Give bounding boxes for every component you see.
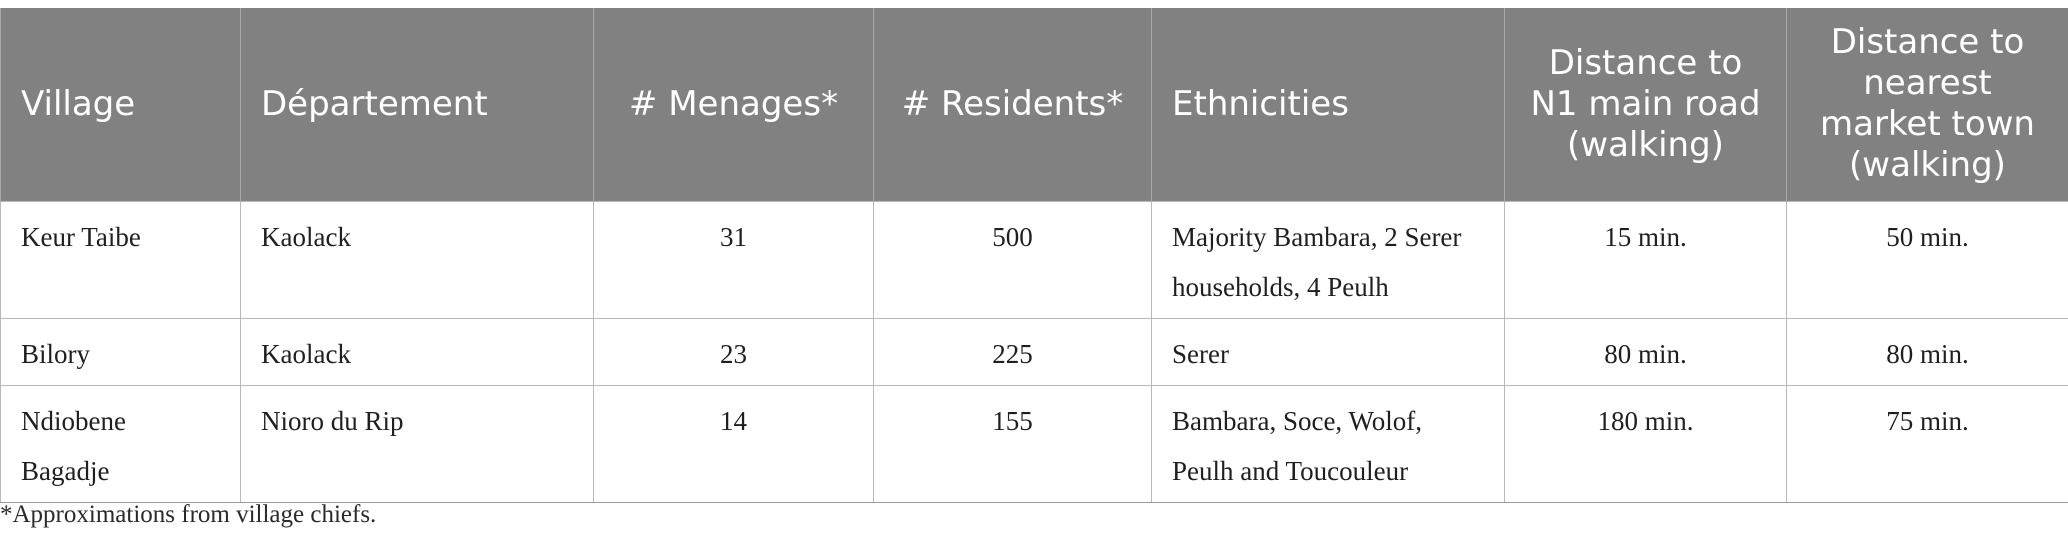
cell-departement: Kaolack — [240, 317, 594, 386]
cell-menages: 31 — [593, 200, 874, 319]
header-row: Village Département # Menages* # Residen… — [0, 8, 2068, 201]
cell-distance-n1: 180 min. — [1504, 384, 1787, 503]
cell-village: Ndiobene Bagadje — [0, 384, 241, 503]
cell-menages: 23 — [593, 317, 874, 386]
cell-menages: 14 — [593, 384, 874, 503]
cell-distance-market: 75 min. — [1786, 384, 2068, 503]
table-footnote: *Approximations from village chiefs. — [0, 501, 377, 528]
col-header-distance-n1: Distance to N1 main road (walking) — [1504, 8, 1787, 201]
cell-village: Bilory — [0, 317, 241, 386]
col-header-ethnicities: Ethnicities — [1151, 8, 1505, 201]
col-header-departement: Département — [240, 8, 594, 201]
cell-ethnicities: Majority Bambara, 2 Serer households, 4 … — [1151, 200, 1505, 319]
cell-distance-market: 80 min. — [1786, 317, 2068, 386]
col-header-menages: # Menages* — [593, 8, 874, 201]
cell-residents: 155 — [873, 384, 1152, 503]
cell-ethnicities: Bambara, Soce, Wolof, Peulh and Toucoule… — [1151, 384, 1505, 503]
cell-distance-market: 50 min. — [1786, 200, 2068, 319]
table-row: Keur Taibe Kaolack 31 500 Majority Bamba… — [0, 200, 2068, 319]
col-header-distance-market: Distance to nearest market town (walking… — [1786, 8, 2068, 201]
cell-residents: 225 — [873, 317, 1152, 386]
cell-ethnicities: Serer — [1151, 317, 1505, 386]
cell-departement: Nioro du Rip — [240, 384, 594, 503]
col-header-village: Village — [0, 8, 241, 201]
cell-residents: 500 — [873, 200, 1152, 319]
table-row: Bilory Kaolack 23 225 Serer 80 min. 80 m… — [0, 317, 2068, 386]
cell-departement: Kaolack — [240, 200, 594, 319]
data-table: Village Département # Menages* # Residen… — [0, 8, 2068, 503]
col-header-residents: # Residents* — [873, 8, 1152, 201]
cell-distance-n1: 80 min. — [1504, 317, 1787, 386]
cell-village: Keur Taibe — [0, 200, 241, 319]
table-row: Ndiobene Bagadje Nioro du Rip 14 155 Bam… — [0, 384, 2068, 503]
cell-distance-n1: 15 min. — [1504, 200, 1787, 319]
